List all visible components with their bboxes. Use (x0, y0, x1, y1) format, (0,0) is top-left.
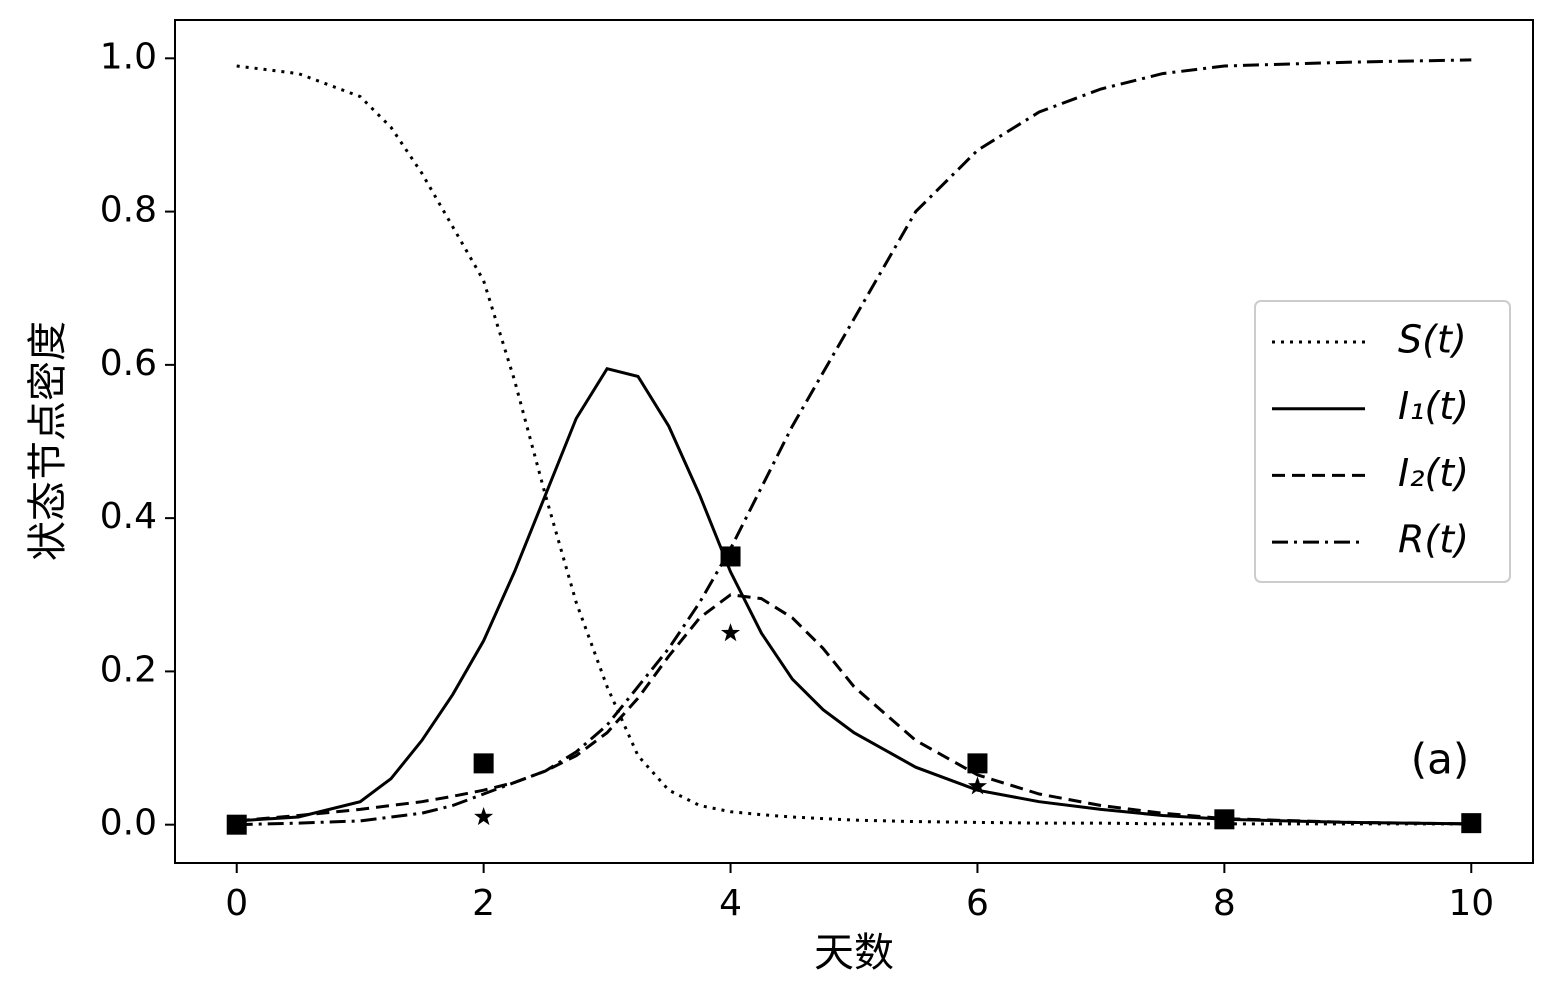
series-line (236, 58, 1472, 827)
star-marker (967, 776, 987, 795)
square-marker (473, 753, 494, 774)
y-tick-label: 1.0 (100, 36, 157, 77)
series-line (236, 593, 1472, 826)
legend-label: R(t) (1398, 518, 1469, 562)
y-tick-label: 0.4 (100, 496, 157, 537)
y-tick-label: 0.2 (100, 649, 157, 690)
square-marker (226, 814, 247, 835)
legend-box (1254, 300, 1511, 583)
star-marker (474, 807, 494, 826)
x-tick-label: 8 (1213, 883, 1236, 924)
y-axis-label: 状态节点密度 (25, 321, 71, 561)
series-line (236, 366, 1472, 826)
x-tick-label: 6 (966, 883, 989, 924)
square-marker (720, 546, 741, 567)
square-marker (1461, 813, 1482, 834)
legend: S(t) I₁(t) I₂(t) R(t) (1254, 300, 1511, 583)
x-tick-label: 10 (1448, 883, 1494, 924)
square-marker (967, 753, 988, 774)
x-tick-label: 2 (472, 883, 495, 924)
legend-label: S(t) (1398, 318, 1467, 362)
x-tick-label: 4 (719, 883, 742, 924)
y-tick-label: 0.0 (100, 803, 157, 844)
y-tick-label: 0.6 (100, 343, 157, 384)
annotation: (a) (1411, 735, 1470, 784)
x-axis-label: 天数 (814, 930, 894, 976)
plot-frame (174, 19, 1534, 864)
square-marker (1214, 809, 1235, 830)
x-tick-label: 0 (225, 883, 248, 924)
legend-label: I₁(t) (1398, 384, 1469, 428)
y-tick-label: 0.8 (100, 190, 157, 231)
star-marker (721, 623, 741, 642)
legend-label: I₂(t) (1398, 451, 1469, 495)
